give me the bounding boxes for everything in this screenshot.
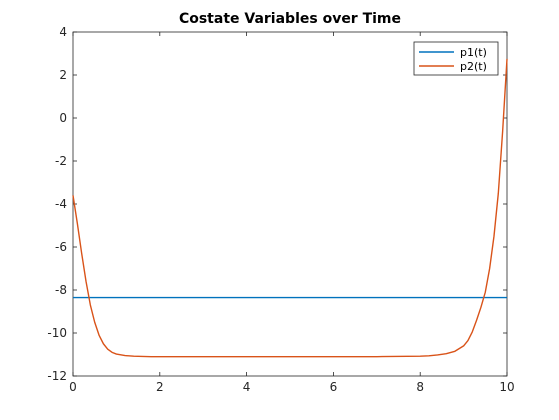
chart-title: Costate Variables over Time: [179, 11, 401, 27]
legend-label: p1(t): [460, 46, 487, 59]
x-tick-label: 6: [330, 380, 338, 394]
y-tick-label: -6: [55, 240, 67, 254]
x-tick-label: 0: [69, 380, 77, 394]
y-tick-label: 0: [59, 111, 67, 125]
legend-box: [413, 41, 499, 76]
y-tick-label: -10: [47, 326, 67, 340]
y-axis-ticks: 4 2 0 -2 -4 -6 -8 -10 -12: [47, 25, 507, 383]
y-tick-label: -2: [55, 154, 67, 168]
y-tick-label: 2: [59, 68, 67, 82]
legend-label: p2(t): [460, 60, 487, 73]
x-tick-label: 4: [243, 380, 251, 394]
legend: p1(t)p2(t): [413, 41, 499, 76]
series-layer: [72, 58, 508, 358]
y-tick-label: -12: [47, 369, 67, 383]
x-tick-label: 2: [156, 380, 164, 394]
x-axis-ticks: 0 2 4 6 8 10: [69, 32, 515, 394]
plot-area: [72, 31, 508, 377]
y-tick-label: -8: [55, 283, 67, 297]
series-line-p2t: [72, 58, 508, 358]
y-tick-label: -4: [55, 197, 67, 211]
x-tick-label: 10: [499, 380, 514, 394]
y-tick-label: 4: [59, 25, 67, 39]
x-tick-label: 8: [416, 380, 424, 394]
